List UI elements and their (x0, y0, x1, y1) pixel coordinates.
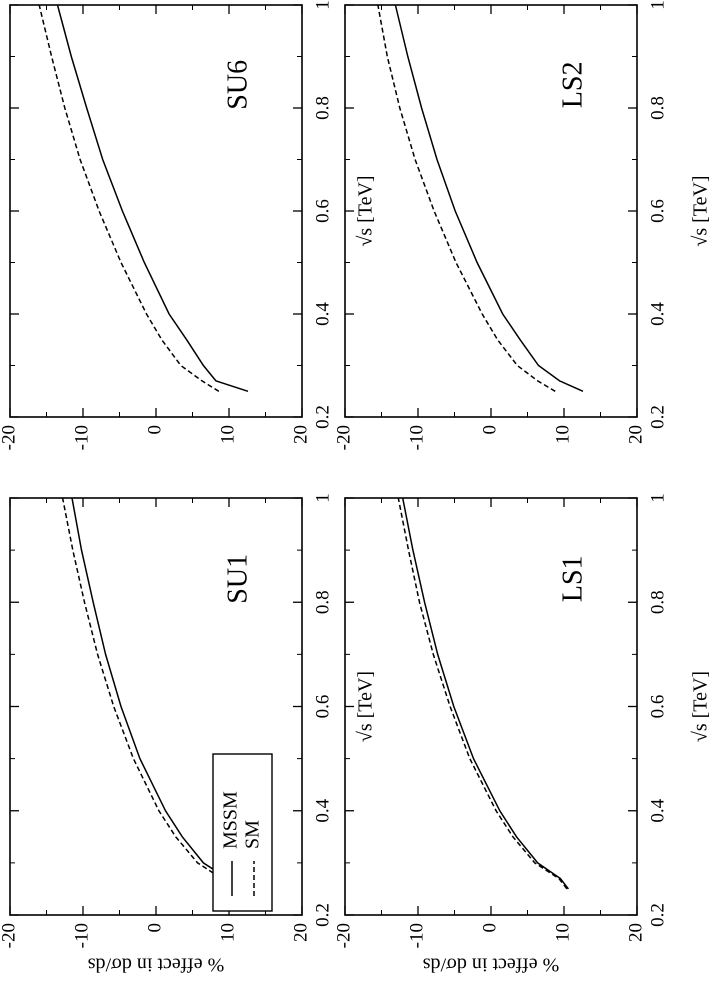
panel-label: SU1 (222, 554, 253, 604)
x-tick-label: 0.6 (647, 695, 668, 719)
x-tick-label: 0.8 (647, 590, 668, 614)
x-tick-label: 0.2 (312, 405, 333, 429)
x-tick-label: 1 (647, 0, 668, 10)
y-tick-label: 20 (625, 923, 646, 942)
series-line-mssm (71, 497, 235, 890)
panel-label: LS2 (557, 61, 588, 108)
x-tick-label: 0.4 (312, 302, 333, 326)
x-tick-label: 0.6 (312, 695, 333, 719)
x-tick-label: 0.2 (647, 405, 668, 429)
x-tick-label: 0.4 (312, 798, 333, 822)
legend-box (212, 753, 273, 912)
x-tick-label: 0.6 (312, 199, 333, 223)
y-tick-label: 10 (217, 923, 238, 942)
x-tick-label: 0.2 (647, 903, 668, 927)
y-tick-label: 10 (217, 425, 238, 444)
x-tick-label: 0.8 (312, 590, 333, 614)
panel-su1: -20 -10 0 10 200.2 0.4 0.6 0.8 1 SU1 √s [TeV] % eff… (0, 493, 377, 975)
x-tick-label: 0.8 (312, 96, 333, 120)
y-tick-label: 20 (290, 923, 311, 942)
x-tick-label: 0.4 (647, 798, 668, 822)
legend-label-mssm: MSSM (220, 791, 242, 849)
y-tick-label: 0 (144, 923, 165, 933)
legend-label-sm: SM (242, 820, 264, 849)
x-tick-label: 0.8 (647, 96, 668, 120)
series-line-mssm (401, 497, 569, 890)
panel-ls2: -20 -10 0 10 200.2 0.4 0.6 0.8 1 LS2 √s [TeV] (333, 0, 711, 450)
y-tick-label: 10 (552, 923, 573, 942)
y-axis-title: % effect in dσ/ds (423, 953, 560, 975)
panel-su6: -20 -10 0 10 200.2 0.4 0.6 0.8 1 SU6 √s [TeV] (0, 0, 377, 450)
y-tick-label: 0 (479, 425, 500, 435)
y-tick-label: -10 (406, 923, 427, 948)
x-tick-label: 1 (312, 493, 333, 503)
x-axis-title: √s [TeV] (690, 175, 712, 246)
panel-ls1: -20 -10 0 10 200.2 0.4 0.6 0.8 1 LS1 √s [TeV] % eff… (333, 493, 711, 975)
series-line-sm (397, 497, 568, 890)
y-tick-label: 0 (144, 425, 165, 435)
x-axis-title: √s [TeV] (355, 671, 377, 742)
x-axis-title: √s [TeV] (690, 671, 712, 742)
x-tick-label: 0.2 (312, 903, 333, 927)
y-tick-label: 20 (625, 425, 646, 444)
y-tick-label: 10 (552, 425, 573, 444)
y-tick-label: -20 (333, 923, 354, 948)
y-tick-label: 20 (290, 425, 311, 444)
series-line-mssm (56, 4, 249, 393)
x-tick-label: 0.6 (647, 199, 668, 223)
plot-frame (344, 4, 638, 418)
y-axis-title: % effect in dσ/ds (88, 953, 225, 975)
y-tick-label: -20 (333, 425, 354, 450)
series-line-sm (61, 497, 232, 890)
y-tick-label: -10 (406, 425, 427, 450)
x-tick-label: 1 (312, 0, 333, 10)
x-axis-title: √s [TeV] (355, 175, 377, 246)
y-tick-label: 0 (479, 923, 500, 933)
y-tick-label: -20 (0, 923, 19, 948)
series-line-sm (38, 4, 220, 392)
y-tick-label: -10 (71, 923, 92, 948)
panel-label: SU6 (222, 60, 253, 110)
x-tick-label: 0.4 (647, 302, 668, 326)
y-tick-label: -10 (71, 425, 92, 450)
series-line-mssm (394, 4, 584, 392)
y-tick-label: -20 (0, 425, 19, 450)
legend: MSSM SM (212, 753, 273, 912)
plot-frame (344, 497, 638, 916)
series-line-sm (377, 4, 556, 392)
panel-label: LS1 (557, 555, 588, 602)
x-tick-label: 1 (647, 493, 668, 503)
